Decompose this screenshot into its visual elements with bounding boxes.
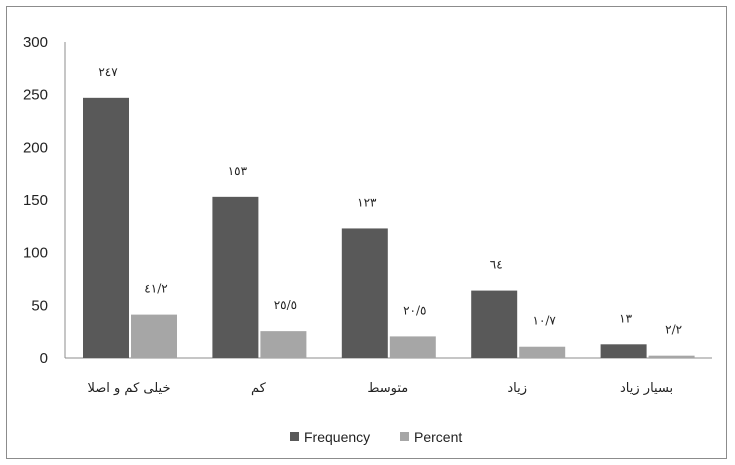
- bar-frequency-0: [83, 97, 129, 359]
- legend: Frequency Percent: [290, 429, 462, 445]
- legend-label-percent: Percent: [414, 429, 462, 445]
- legend-label-frequency: Frequency: [304, 429, 370, 445]
- y-axis-ticks: 0 50 100 150 200 250 300: [23, 34, 48, 367]
- bar-percent-1: [260, 331, 307, 358]
- y-tick-label: 250: [23, 87, 48, 104]
- category-label: بسیار زیاد: [620, 381, 673, 396]
- bar-percent-2: [389, 336, 436, 358]
- y-tick-label: 50: [31, 297, 48, 314]
- y-tick-label: 150: [23, 192, 48, 209]
- legend-swatch-frequency: [290, 432, 299, 441]
- category-labels-group: خیلی کم و اصلا کم متوسط زیاد بسیار زیاد: [87, 381, 673, 396]
- bar-percent-3: [519, 346, 566, 358]
- data-label-frequency-1: ١٥٣: [228, 164, 248, 178]
- data-label-frequency-3: ٦٤: [490, 258, 503, 272]
- category-label: کم: [251, 381, 267, 396]
- bar-percent-0: [131, 314, 177, 358]
- category-label: زیاد: [507, 381, 527, 396]
- bar-frequency-1: [212, 196, 259, 358]
- legend-swatch-percent: [400, 432, 409, 441]
- bar-frequency-3: [471, 290, 518, 358]
- data-label-percent-2: ٢٠/٥: [403, 303, 426, 317]
- category-label: خیلی کم و اصلا: [87, 381, 170, 396]
- data-label-percent-3: ١٠/٧: [533, 314, 557, 328]
- data-label-percent-4: ٢/٢: [665, 323, 682, 337]
- bars-group: [83, 97, 695, 359]
- category-label: متوسط: [367, 381, 408, 396]
- y-tick-label: 300: [23, 34, 48, 51]
- y-tick-label: 100: [23, 245, 48, 262]
- bar-frequency-2: [341, 228, 388, 358]
- data-label-frequency-4: ١٣: [619, 311, 632, 325]
- bar-percent-4: [648, 355, 695, 358]
- bar-frequency-4: [600, 344, 647, 358]
- y-tick-label: 200: [23, 139, 48, 156]
- data-label-percent-0: ٤١/٢: [144, 282, 167, 296]
- data-label-frequency-2: ١٢٣: [357, 195, 377, 209]
- data-label-percent-1: ٢٥/٥: [274, 298, 297, 312]
- data-labels-group: ٢٤٧ ٤١/٢ ١٥٣ ٢٥/٥ ١٢٣ ٢٠/٥ ٦٤ ١٠/٧ ١٣ ٢/٢: [98, 65, 682, 337]
- data-label-frequency-0: ٢٤٧: [98, 65, 118, 79]
- y-tick-label: 0: [40, 350, 48, 367]
